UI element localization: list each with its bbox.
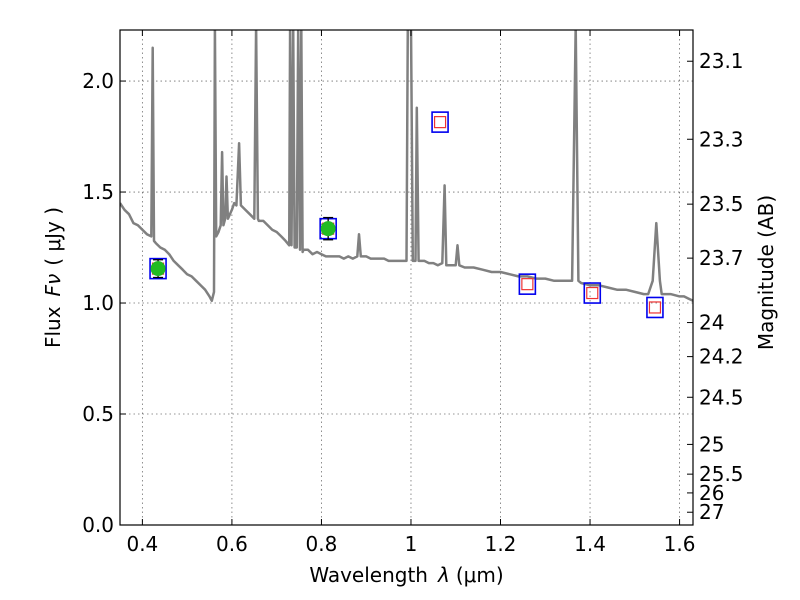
- mag-tick-label: 24.2: [699, 345, 744, 369]
- right-y-axis-label: Magnitude (AB): [754, 195, 778, 350]
- model-photometry-box: [583, 282, 602, 304]
- model-photometry-inner: [433, 116, 447, 129]
- model-photometry-inner: [648, 301, 662, 314]
- mag-tick-label: 24.5: [699, 385, 744, 409]
- y-tick-label: 0.0: [82, 513, 114, 537]
- x-axis-label: Wavelength λ (μm): [309, 563, 503, 587]
- mag-tick-label: 23.7: [699, 246, 744, 270]
- y-tick-label: 1.5: [82, 180, 114, 204]
- y-axis-label: FluxFν( μJy ): [41, 207, 65, 348]
- x-tick-label: 1.4: [574, 532, 606, 556]
- measured-point: [150, 261, 166, 277]
- model-photometry-inner: [586, 286, 599, 300]
- mag-tick-label: 25: [699, 432, 724, 456]
- spectrum-line: [120, 30, 693, 303]
- model-photometry-box: [646, 296, 664, 319]
- model-photometry-box: [518, 273, 537, 295]
- x-tick-label: 1.2: [485, 532, 517, 556]
- plot-frame: [119, 29, 694, 526]
- x-tick-label: 1.6: [664, 532, 696, 556]
- y-tick-label: 2.0: [82, 69, 114, 93]
- mag-tick-label: 23.3: [699, 127, 744, 151]
- mag-tick-label: 25.5: [699, 462, 744, 486]
- plot-area: [120, 30, 693, 319]
- mag-tick-label: 27: [699, 500, 724, 524]
- x-tick-label: 0.6: [216, 532, 248, 556]
- mag-tick-label: 24: [699, 311, 724, 335]
- measured-point: [320, 221, 336, 237]
- model-photometry-box: [431, 111, 449, 133]
- model-photometry-box: [149, 257, 167, 280]
- x-tick-label: 0.4: [126, 532, 158, 556]
- mag-tick-label: 23.5: [699, 192, 744, 216]
- mag-tick-label: 23.1: [699, 49, 744, 73]
- x-tick-label: 1: [405, 532, 418, 556]
- x-tick-label: 0.8: [306, 532, 338, 556]
- y-tick-label: 1.0: [82, 291, 114, 315]
- model-photometry-inner: [521, 278, 534, 291]
- axis-ticks: 0.4 0.6 0.8 1 1.2 1.4 1.6 0.0 0.5 1.0 1.5 2.0 23.1 23…: [82, 30, 744, 556]
- y-tick-label: 0.5: [82, 402, 114, 426]
- mag-tick-label: 26: [699, 481, 724, 505]
